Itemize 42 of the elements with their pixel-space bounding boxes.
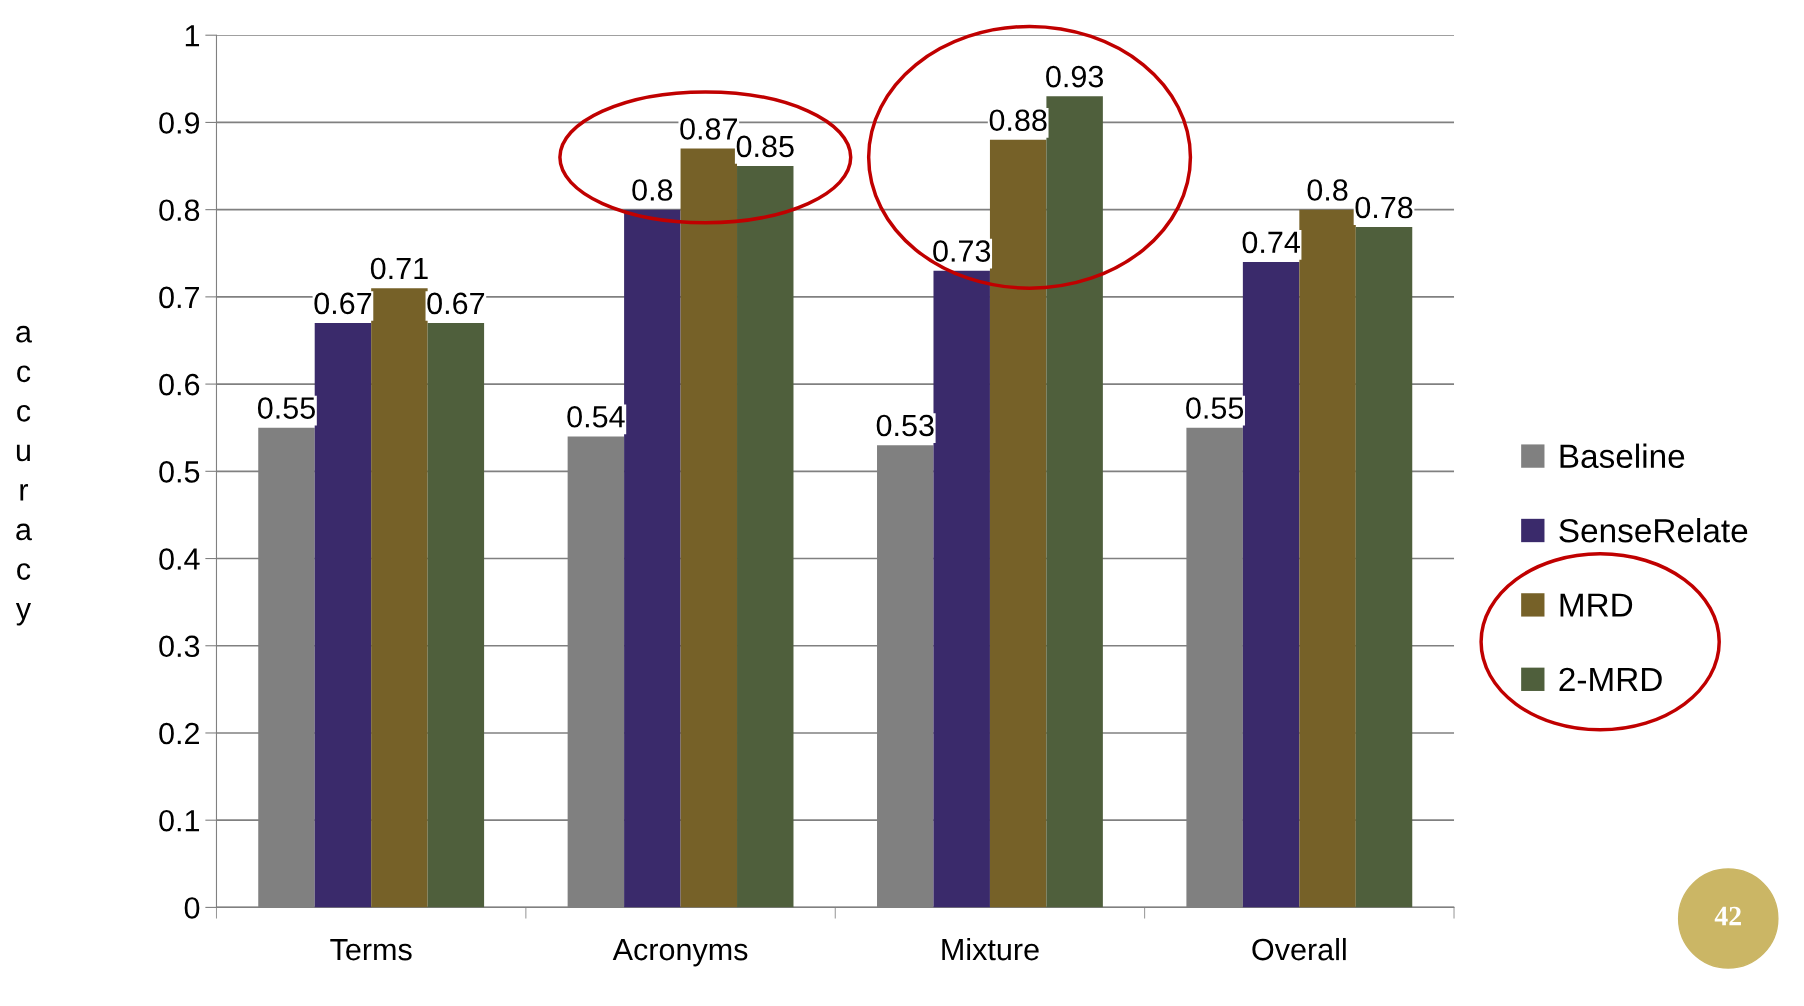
data-label: 0.85 bbox=[736, 135, 794, 158]
y-tick-label: 0.6 bbox=[159, 373, 200, 396]
data-label: 0.55 bbox=[1186, 397, 1244, 419]
y-tick-label: 0 bbox=[184, 897, 200, 919]
bar bbox=[1242, 261, 1300, 908]
data-label: 0.8 bbox=[1307, 179, 1348, 201]
legend-label: SenseRelate bbox=[1559, 518, 1748, 543]
data-label: 0.93 bbox=[1046, 65, 1104, 88]
bar bbox=[371, 288, 428, 908]
data-label: 0.71 bbox=[370, 257, 428, 280]
x-tick-label: Acronyms bbox=[612, 939, 748, 967]
data-label: 0.8 bbox=[632, 179, 673, 201]
x-tick-label: Overall bbox=[1252, 937, 1346, 961]
x-tick-label: Mixture bbox=[942, 937, 1039, 961]
text: 42 bbox=[1714, 906, 1741, 926]
y-tick-label: 0.4 bbox=[159, 548, 200, 570]
legend-label: 2-MRD bbox=[1559, 667, 1662, 691]
y-tick-label: 0.9 bbox=[159, 112, 200, 134]
data-label: 0.54 bbox=[567, 405, 625, 428]
bar bbox=[680, 148, 738, 908]
legend-label: Baseline bbox=[1560, 443, 1685, 469]
data-label: 0.67 bbox=[427, 292, 485, 315]
bar bbox=[933, 270, 990, 908]
x-tick-label: Terms bbox=[330, 939, 412, 961]
y-tick-label: 0.8 bbox=[159, 199, 200, 222]
y-axis-title: accuracy bbox=[15, 325, 32, 626]
y-tick-label: 0.7 bbox=[159, 286, 199, 309]
y-tick-label: 0.1 bbox=[159, 809, 200, 832]
data-label: 0.73 bbox=[933, 240, 991, 262]
data-label: 0.87 bbox=[680, 118, 737, 140]
data-label: 0.67 bbox=[314, 292, 372, 315]
legend-label: MRD bbox=[1560, 593, 1633, 617]
bar bbox=[737, 166, 794, 908]
y-tick-label: 0.5 bbox=[159, 461, 200, 483]
data-label: 0.78 bbox=[1355, 196, 1413, 219]
y-tick-label: 1 bbox=[185, 25, 200, 47]
data-label: 0.53 bbox=[876, 414, 934, 437]
data-label: 0.55 bbox=[257, 397, 315, 419]
y-tick-label: 0.3 bbox=[159, 635, 200, 658]
y-tick-label: 0.2 bbox=[159, 722, 199, 745]
data-label: 0.74 bbox=[1242, 231, 1300, 254]
data-label: 0.88 bbox=[989, 109, 1047, 132]
